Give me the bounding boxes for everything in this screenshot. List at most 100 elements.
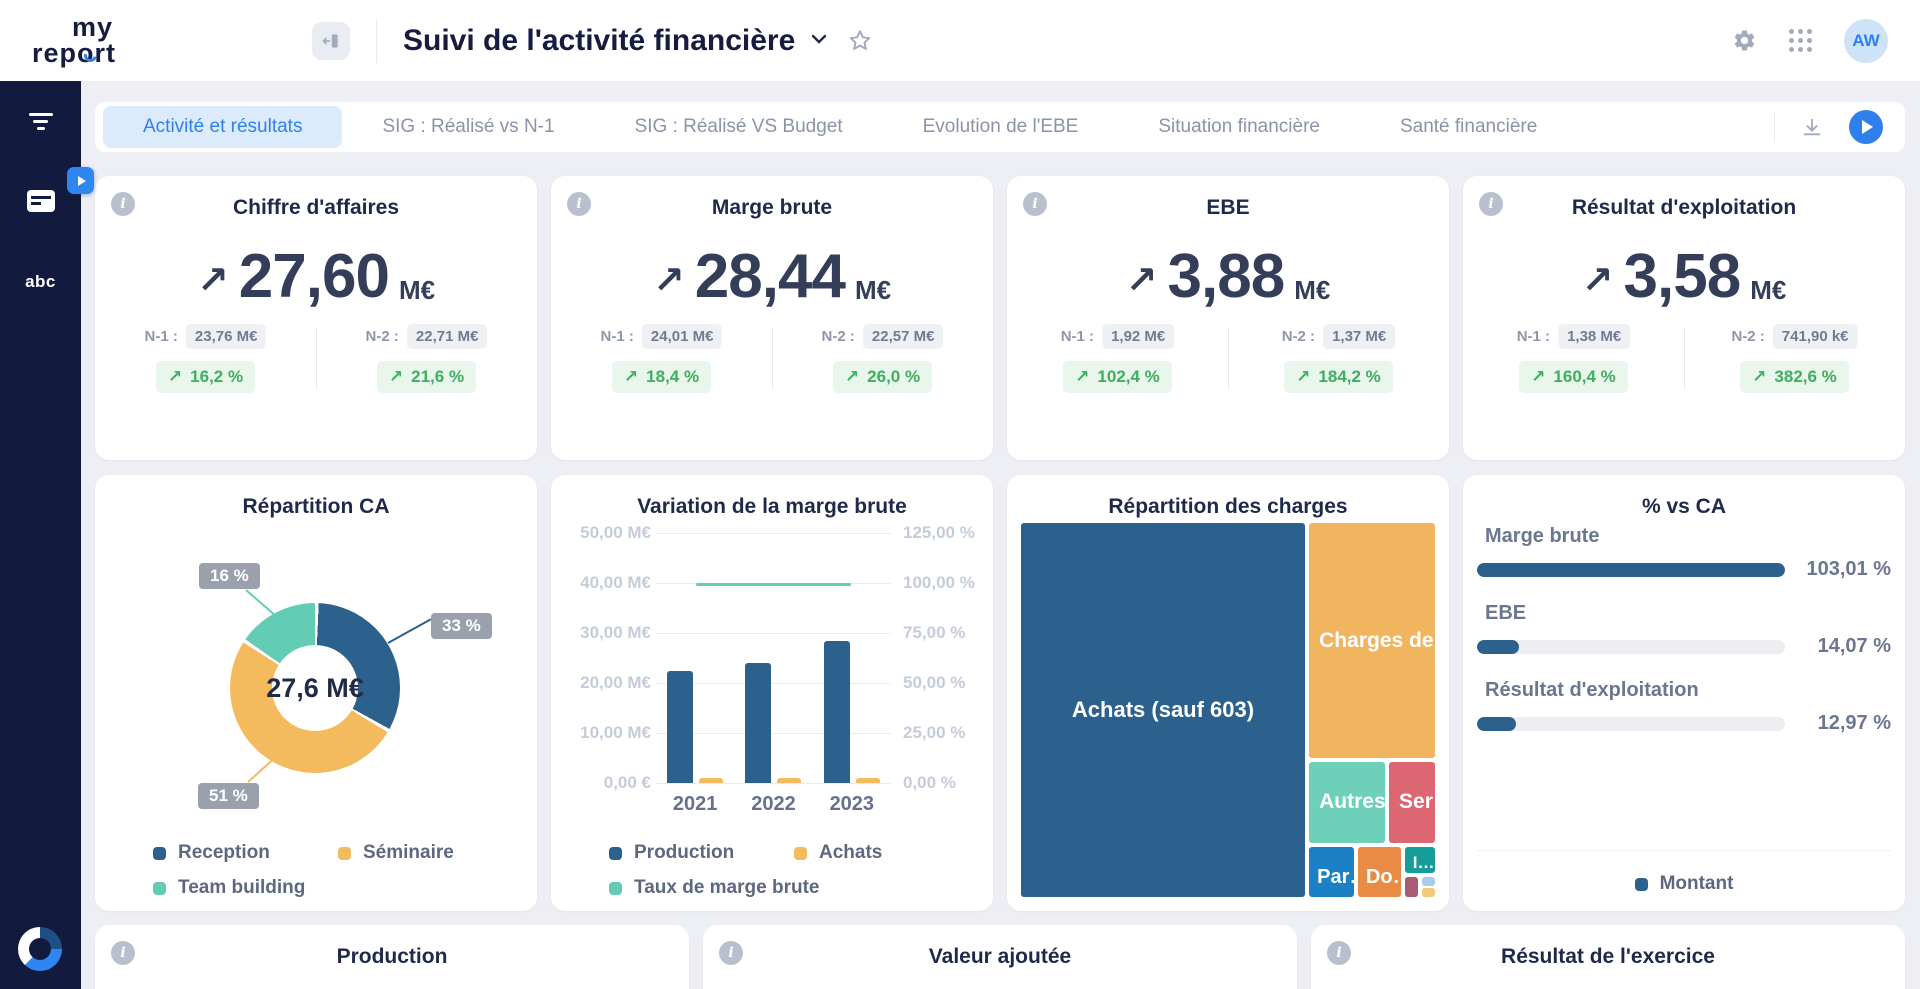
tab-sante-financiere[interactable]: Santé financière [1399,116,1538,137]
collapse-sidebar-icon [322,33,338,48]
user-avatar[interactable]: AW [1844,18,1888,63]
hbar-label: EBE [1485,602,1527,624]
legend-dot [338,846,351,860]
treemap-node-do[interactable]: Do… [1357,846,1402,897]
delta-n2-badge: ↗ 21,6 % [376,361,477,393]
filter-icon[interactable] [0,113,81,130]
info-icon[interactable]: i [111,192,135,216]
treemap-node-ser[interactable]: Ser… [1389,761,1435,844]
treemap-node-autres[interactable]: Autres … [1309,761,1385,844]
tab-activite-et-resultats[interactable]: Activité et résultats [103,106,343,148]
legend-item-team-building[interactable]: Team building [153,877,338,899]
chart-title: % vs CA [1641,495,1727,518]
hbar-rows: Marge brute 103,01 % EBE 14,07 % Résultat d'… [1477,525,1891,756]
hbar-fill[interactable] [1477,562,1785,577]
left-axis-ticks: 50,00 M€ 40,00 M€ 30,00 M€ 20,00 M€ 10,00 M€… [567,523,651,792]
hbar-fill[interactable] [1477,639,1520,654]
abc-text-tool[interactable]: abc [25,272,56,291]
bar-achats[interactable] [855,778,880,783]
tab-sig-realise-vs-n1[interactable]: SIG : Réalisé vs N-1 [382,116,555,137]
n2-value-chip: 741,90 k€ [1772,324,1858,349]
hbar-value: 12,97 % [1817,712,1891,734]
n2-value-chip: 22,71 M€ [406,324,488,349]
star-icon [850,29,871,50]
bar-achats[interactable] [699,778,724,783]
n1-comparison: N-1 :24,01 M€ [551,324,772,349]
gear-icon [1734,30,1755,51]
info-icon[interactable]: i [1023,192,1047,216]
legend-item-achats[interactable]: Achats [794,842,973,864]
kpi-title: EBE [1206,196,1250,219]
treemap-node[interactable] [1422,887,1435,897]
bar-achats[interactable] [777,778,802,783]
bar-production[interactable] [745,662,772,783]
info-icon[interactable]: i [111,941,135,965]
treemap-node-par[interactable]: Par… [1309,846,1355,897]
tabbar-divider [1774,112,1775,142]
chevron-down-icon[interactable] [811,32,827,50]
legend-item-reception[interactable]: Reception [153,842,338,864]
kpi-card-ebe: i EBE ↗ 3,88 M€ N-1 :1,92 M€ N-2 :1,37 M… [1007,176,1449,460]
kpi-title: Valeur ajoutée [928,945,1072,968]
delta-n2-badge: ↗ 382,6 % [1740,361,1849,393]
kpi-title: Marge brute [711,196,833,219]
right-axis-tick: 50,00 % [903,673,966,692]
download-button[interactable] [1801,116,1823,138]
card-valeur-ajoutee: i Valeur ajoutée [703,925,1297,989]
kpi-card-chiffre-affaires: i Chiffre d'affaires ↗ 27,60 M€ N-1 :23,… [95,176,537,460]
bar-group-2021 [667,533,724,783]
donut-hole [272,645,358,731]
treemap-node-achats-sauf-603[interactable]: Achats (sauf 603) [1021,523,1305,897]
taux-marge-line[interactable] [695,583,852,586]
donut-ring[interactable]: 27,6 M€ [230,603,400,773]
delta-n1-badge: ↗ 16,2 % [155,361,256,393]
top-bar: my report Suivi de l'activité financière… [0,0,1920,81]
tab-situation-financiere[interactable]: Situation financière [1158,116,1320,137]
tab-evolution-ebe[interactable]: Evolution de l'EBE [922,116,1079,137]
title-divider [376,18,377,63]
card-resultat-exercice: i Résultat de l'exercice [1311,925,1905,989]
treemap-node-charges-de[interactable]: Charges de … [1309,523,1435,759]
settings-button[interactable] [1732,28,1757,53]
left-axis-tick: 10,00 M€ [580,723,651,742]
info-icon[interactable]: i [719,941,743,965]
bar-production[interactable] [823,640,850,783]
treemap-node[interactable] [1404,876,1419,897]
bar-chart-area: 50,00 M€ 40,00 M€ 30,00 M€ 20,00 M€ 10,00 M€… [551,523,993,823]
bar-production[interactable] [667,670,694,783]
collapse-sidebar-button[interactable] [312,21,350,60]
donut-center-label: 27,6 M€ [266,672,364,703]
favorite-star-button[interactable] [847,28,873,54]
treemap-node-i[interactable]: I… [1404,846,1435,874]
left-axis-tick: 50,00 M€ [580,523,651,542]
right-axis-tick: 125,00 % [903,523,975,542]
legend-item-production[interactable]: Production [609,842,794,864]
card-pct-vs-ca: % vs CA Marge brute 103,01 % EBE 14,07 % Rés… [1463,475,1905,911]
expand-panel-button[interactable] [67,167,94,194]
hbar-line: 14,07 % [1477,635,1891,658]
note-icon[interactable] [0,190,81,212]
kpi-row: i Chiffre d'affaires ↗ 27,60 M€ N-1 :23,… [95,176,1905,460]
hbar-line: 12,97 % [1477,712,1891,735]
legend-label: Séminaire [363,842,454,863]
left-axis-tick: 30,00 M€ [580,623,651,642]
apps-grid-button[interactable] [1789,29,1812,52]
play-button[interactable] [1849,110,1883,144]
info-icon[interactable]: i [1479,192,1503,216]
x-axis-label: 2023 [829,793,875,815]
info-icon[interactable]: i [1327,941,1351,965]
gridline [656,683,891,684]
right-axis-tick: 100,00 % [903,573,975,592]
delta-n1-badge: ↗ 102,4 % [1063,361,1172,393]
legend-item-taux-de-marge-brute[interactable]: Taux de marge brute [609,877,819,899]
trend-up-icon: ↗ [652,258,685,302]
legend-item-montant[interactable]: Montant [1634,873,1733,895]
info-icon[interactable]: i [567,192,591,216]
hbar-fill[interactable] [1477,716,1516,731]
hbar-row: EBE 14,07 % [1477,602,1891,658]
treemap-node[interactable] [1422,876,1435,887]
legend-item-s-minaire[interactable]: Séminaire [338,842,517,864]
tab-sig-realise-vs-budget[interactable]: SIG : Réalisé VS Budget [634,116,843,137]
kpi-title: Résultat de l'exercice [1501,945,1715,968]
bar-groups [656,533,891,783]
